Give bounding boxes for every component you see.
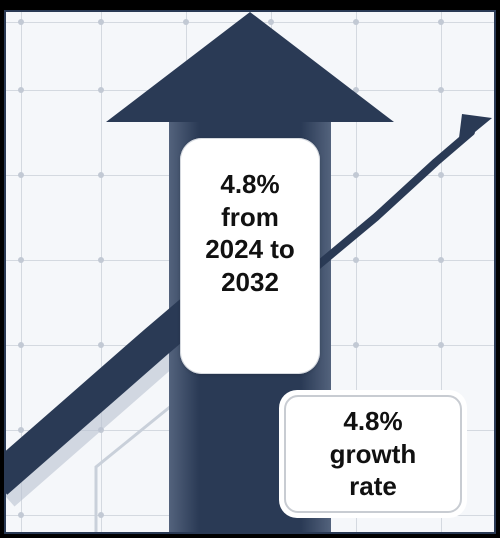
growth-rate-text: 4.8% growth rate	[330, 405, 417, 503]
chart-frame: 4.8% from 2024 to 2032 4.8% growth rate	[4, 10, 496, 534]
main-stat-panel: 4.8% from 2024 to 2032	[180, 138, 320, 374]
growth-rate-panel: 4.8% growth rate	[279, 390, 467, 518]
trend-arrowhead-icon	[458, 114, 492, 146]
main-stat-text: 4.8% from 2024 to 2032	[205, 168, 295, 298]
